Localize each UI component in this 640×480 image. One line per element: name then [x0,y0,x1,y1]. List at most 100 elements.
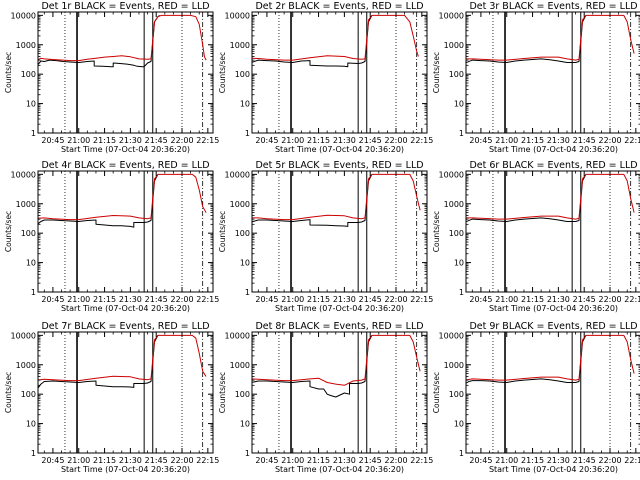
x-tick-label: 22:15 [410,136,433,145]
x-tick-label: 20:45 [469,295,492,304]
plot-frame [37,331,214,454]
x-tick-label: 20:45 [469,456,492,465]
x-tick-label: 22:15 [624,456,640,465]
x-tick-label: 21:30 [333,456,356,465]
x-axis-label: Start Time (07-Oct-04 20:36:20) [489,304,618,313]
y-axis-label: Counts/sec [432,211,441,252]
y-tick-label: 100 [235,390,250,399]
x-tick-label: 21:45 [145,136,168,145]
x-tick-label: 22:15 [196,295,219,304]
y-tick-label: 100 [449,390,464,399]
x-tick-label: 21:15 [307,456,330,465]
x-axis-label: Start Time (07-Oct-04 20:36:20) [61,145,190,154]
y-tick-label: 100 [235,229,250,238]
x-tick-label: 21:45 [359,456,382,465]
x-tick-label: 22:15 [196,456,219,465]
x-tick-label: 22:15 [624,136,640,145]
y-tick-label: 10 [454,420,464,429]
series-events [38,15,160,68]
x-tick-label: 22:15 [410,456,433,465]
panel-det-8: 1 10 100 1000 10000 20:45 21:00 21:15 21:30 21:45… [218,321,433,474]
panel-title: Det 6r BLACK = Events, RED = LLD [469,160,637,171]
y-axis-label: Counts/sec [432,52,441,93]
series-lld [252,173,421,221]
y-tick-label: 10000 [439,331,464,340]
panel-title: Det 1r BLACK = Events, RED = LLD [41,1,209,12]
x-tick-label: 21:30 [119,456,142,465]
x-axis-label: Start Time (07-Oct-04 20:36:20) [61,465,190,474]
panel-title: Det 2r BLACK = Events, RED = LLD [255,1,423,12]
series-lld [38,334,207,382]
x-axis-label: Start Time (07-Oct-04 20:36:20) [275,465,404,474]
x-tick-label: 21:30 [119,136,142,145]
x-tick-label: 21:15 [93,136,116,145]
y-tick-label: 1 [459,449,464,458]
x-tick-label: 21:15 [307,136,330,145]
x-tick-label: 22:00 [384,456,407,465]
y-tick-label: 1000 [444,41,464,50]
series-events [252,15,373,68]
x-tick-label: 21:45 [359,136,382,145]
panel-title: Det 4r BLACK = Events, RED = LLD [41,160,209,171]
y-tick-label: 1 [245,288,250,297]
series-lld [466,14,635,61]
y-tick-label: 1000 [230,41,250,50]
series-lld [466,173,635,220]
y-tick-label: 10000 [11,170,36,179]
x-tick-label: 21:30 [119,295,142,304]
x-tick-label: 21:30 [547,295,570,304]
y-axis-label: Counts/sec [4,211,13,252]
y-tick-label: 10 [454,100,464,109]
y-axis-label: Counts/sec [218,372,227,413]
y-axis-label: Counts/sec [218,52,227,93]
x-tick-label: 21:45 [573,136,596,145]
x-tick-label: 21:30 [333,295,356,304]
plot-frame [251,331,428,454]
y-tick-label: 10000 [439,170,464,179]
y-tick-label: 10000 [225,170,250,179]
y-tick-label: 1 [31,129,36,138]
y-axis-label: Counts/sec [218,211,227,252]
y-tick-label: 1000 [444,361,464,370]
plot-frame [465,331,640,454]
series-lld [252,14,419,61]
x-tick-label: 21:00 [67,456,90,465]
series-events [466,15,587,64]
x-tick-label: 20:45 [41,136,64,145]
series-events [38,174,159,228]
x-tick-label: 21:30 [333,136,356,145]
panel-det-5: 1 10 100 1000 10000 20:45 21:00 21:15 21:30 21:45… [218,160,433,313]
y-tick-label: 10000 [439,11,464,20]
y-tick-label: 10 [240,100,250,109]
y-tick-label: 10 [240,420,250,429]
x-axis-label: Start Time (07-Oct-04 20:36:20) [489,145,618,154]
y-tick-label: 10 [240,259,250,268]
x-tick-label: 21:15 [307,295,330,304]
x-tick-label: 20:45 [41,295,64,304]
y-tick-label: 1000 [16,361,36,370]
x-tick-label: 22:00 [598,136,621,145]
x-tick-label: 21:00 [495,295,518,304]
x-tick-label: 22:00 [384,136,407,145]
y-tick-label: 10000 [11,11,36,20]
y-tick-label: 1 [31,449,36,458]
series-lld [38,173,207,221]
x-tick-label: 21:00 [67,136,90,145]
y-tick-label: 10 [454,259,464,268]
x-tick-label: 22:15 [196,136,219,145]
series-events [466,174,587,223]
x-axis-label: Start Time (07-Oct-04 20:36:20) [61,304,190,313]
panel-det-1: 1 10 100 1000 10000 20:45 21:00 21:15 21:30 21:45… [4,1,219,154]
y-tick-label: 100 [235,70,250,79]
panel-title: Det 7r BLACK = Events, RED = LLD [41,321,209,332]
y-tick-label: 10000 [225,331,250,340]
series-lld [252,334,421,386]
y-tick-label: 1 [459,129,464,138]
y-tick-label: 100 [21,390,36,399]
x-tick-label: 22:15 [624,295,640,304]
x-tick-label: 20:45 [41,456,64,465]
x-tick-label: 21:45 [573,456,596,465]
x-tick-label: 20:45 [255,136,278,145]
x-tick-label: 21:00 [495,136,518,145]
y-tick-label: 10000 [11,331,36,340]
